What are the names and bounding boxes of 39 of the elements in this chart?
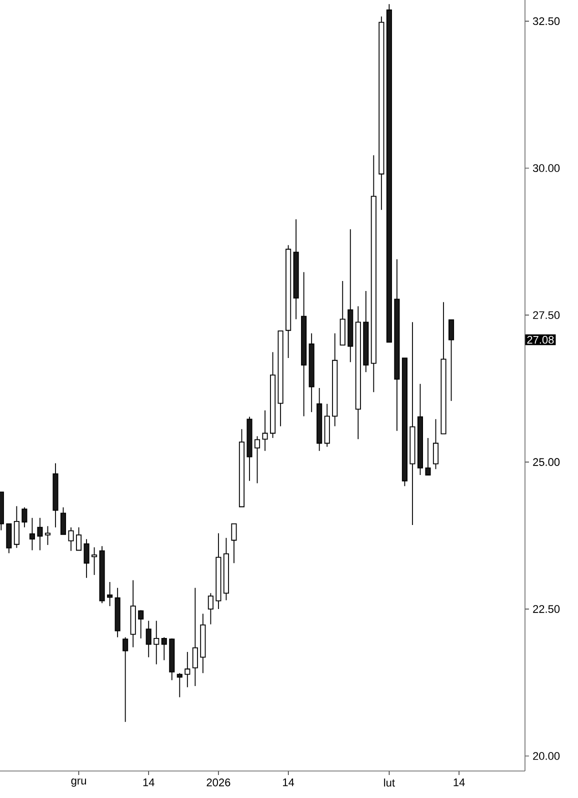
y-tick-label: 32.50: [532, 17, 560, 26]
x-tick-label: 2026: [206, 778, 230, 786]
candlestick: [138, 610, 144, 639]
candlestick: [122, 636, 128, 722]
candlestick: [107, 582, 113, 607]
y-tick-label: 22.50: [533, 605, 560, 613]
candlestick: [154, 620, 160, 665]
candlestick: [92, 546, 98, 576]
x-tick-label: gru: [71, 778, 86, 787]
candlestick: [37, 517, 43, 551]
x-tick-label: 14: [283, 778, 294, 786]
candlestick: [192, 587, 198, 686]
candlestick: [425, 438, 431, 476]
x-tick-label: lut: [384, 778, 395, 787]
candlestick: [76, 526, 82, 551]
candlestick: [68, 526, 74, 552]
candlestick: [208, 592, 214, 625]
x-tick-label: 14: [454, 778, 465, 786]
candlestick: [262, 410, 268, 452]
candlestick: [231, 523, 237, 564]
candlestick: [14, 506, 20, 548]
candlestick: [184, 652, 190, 688]
candlestick: [29, 517, 35, 551]
candlestick: [84, 538, 90, 578]
y-tick-label: 20.00: [533, 752, 560, 760]
candlestick: [60, 506, 66, 535]
x-tick-label: 14: [143, 778, 154, 786]
y-tick-label: 27.50: [533, 311, 560, 319]
candlestick: [22, 506, 28, 528]
text: 27.08: [527, 336, 554, 344]
candlestick: [254, 436, 260, 484]
candlestick: [176, 672, 182, 698]
candlestick: [146, 620, 152, 658]
candlestick: [44, 526, 51, 546]
candlestick: [448, 319, 454, 402]
candlestick: [432, 418, 439, 470]
y-tick-label: 30.00: [532, 164, 560, 172]
candlestick: [161, 636, 167, 661]
y-tick-label: 25.00: [533, 458, 560, 466]
